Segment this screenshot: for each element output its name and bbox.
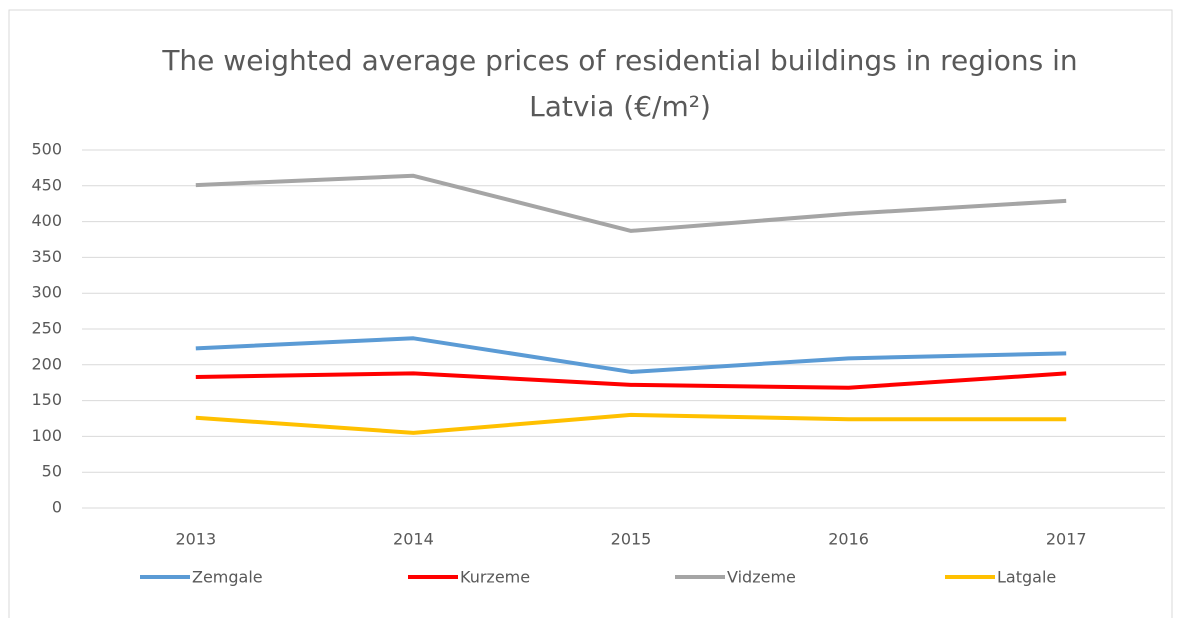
legend-label: Zemgale	[192, 568, 263, 587]
series-line	[195, 173, 1067, 233]
y-tick-label: 200	[31, 354, 62, 373]
x-tick-label: 2017	[1046, 530, 1087, 549]
chart-border	[8, 9, 1173, 618]
y-tick-label: 250	[31, 319, 62, 338]
x-tick-label: 2016	[828, 530, 869, 549]
y-tick-label: 150	[31, 390, 62, 409]
legend-label: Vidzeme	[727, 568, 796, 587]
y-tick-label: 350	[31, 247, 62, 266]
chart-title: The weighted average prices of residenti…	[162, 44, 1078, 123]
series-line	[195, 336, 1067, 374]
x-tick-label: 2014	[393, 530, 434, 549]
y-tick-label: 400	[31, 211, 62, 230]
y-tick-label: 500	[31, 140, 62, 159]
y-tick-label: 50	[42, 462, 62, 481]
series-line	[195, 371, 1067, 390]
legend-label: Latgale	[997, 568, 1056, 587]
y-tick-label: 300	[31, 283, 62, 302]
y-tick-label: 0	[52, 498, 62, 517]
x-tick-label: 2013	[175, 530, 216, 549]
series-line	[195, 412, 1067, 435]
legend-label: Kurzeme	[460, 568, 530, 587]
y-tick-label: 100	[31, 426, 62, 445]
y-tick-label: 450	[31, 175, 62, 194]
x-tick-label: 2015	[611, 530, 652, 549]
